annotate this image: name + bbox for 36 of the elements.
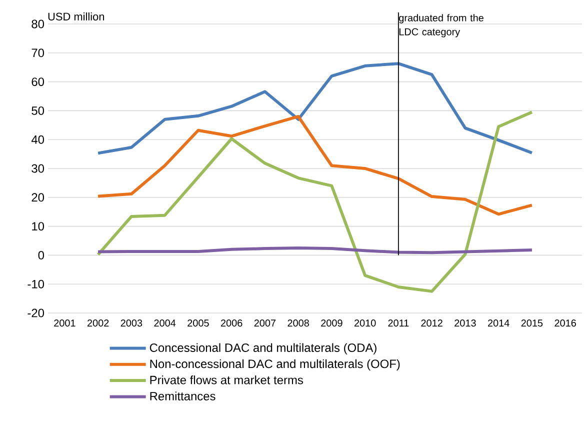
x-tick-label: 2001 [54, 320, 76, 327]
x-tick-label: 2012 [421, 320, 442, 327]
y-tick-label: 40 [31, 135, 44, 144]
y-tick-label: 30 [32, 164, 44, 173]
x-tick-label: 2016 [554, 320, 576, 327]
ref-line-label: graduated from the LDC category [399, 14, 484, 38]
x-tick-label: 2011 [388, 320, 409, 327]
x-tick-label: 2009 [321, 320, 342, 327]
y-tick-label: 50 [32, 106, 44, 115]
x-tick-label: 2014 [488, 320, 510, 327]
legend-label: Concessional DAC and multilaterals (ODA) [150, 343, 376, 354]
y-tick-label: 20 [32, 193, 44, 202]
line-series [96, 62, 534, 155]
y-tick-label: 0 [38, 250, 44, 260]
x-tick-label: 2005 [188, 320, 209, 327]
legend-label: Remittances [150, 392, 216, 400]
x-tick-label: 2007 [254, 320, 276, 327]
y-tick-label: -20 [28, 308, 44, 318]
x-tick-label: 2010 [354, 320, 376, 327]
x-tick-label: 2008 [288, 320, 309, 327]
y-axis-title: USD million [48, 12, 104, 20]
line-series [96, 114, 534, 216]
y-tick-label: -10 [28, 280, 44, 288]
x-tick-label: 2015 [521, 320, 543, 327]
x-tick-label: 2006 [220, 320, 242, 327]
x-tick-label: 2002 [87, 320, 109, 327]
y-tick-label: 60 [32, 78, 44, 86]
x-tick-label: 2004 [154, 320, 176, 327]
legend-label: Private flows at market terms [150, 375, 304, 384]
x-tick-label: 2013 [454, 320, 476, 327]
legend-label: Non-concessional DAC and multilaterals (OOF) [150, 359, 400, 370]
line-series [96, 110, 534, 293]
y-tick-label: 10 [32, 222, 44, 231]
y-tick-label: 80 [32, 20, 44, 28]
y-tick-label: 70 [32, 48, 44, 58]
x-tick-label: 2003 [120, 320, 142, 327]
